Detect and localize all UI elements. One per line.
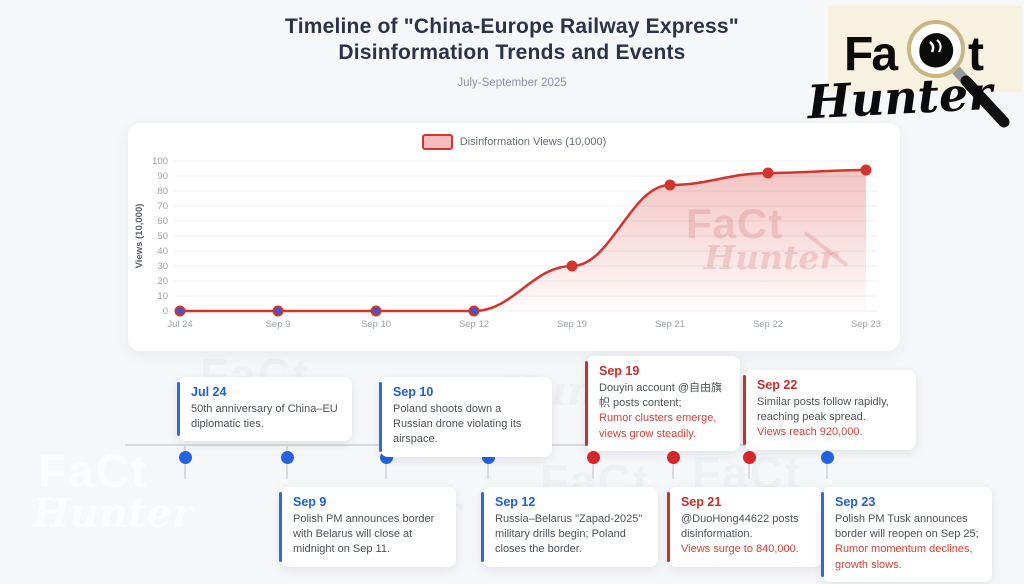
event-text: @DuoHong44622 posts disinformation.	[681, 513, 799, 541]
magnifier-handle-icon	[960, 75, 1010, 128]
svg-text:60: 60	[157, 216, 168, 227]
logo-text-t: t	[968, 28, 984, 81]
svg-text:70: 70	[157, 201, 168, 212]
svg-text:Sep 22: Sep 22	[753, 319, 783, 330]
svg-text:50: 50	[157, 231, 168, 242]
event-highlight: Views surge to 840,000.	[681, 543, 799, 556]
timeline-dot-sep-19	[587, 451, 600, 464]
event-card-sep-12: Sep 12 Russia–Belarus "Zapad-2025" milit…	[481, 487, 658, 567]
event-highlight: Views reach 920,000.	[757, 426, 863, 439]
timeline-dot-sep-9	[281, 451, 294, 464]
legend-label[interactable]: Disinformation Views (10,000)	[459, 136, 607, 148]
page-title-line2: Disinformation Trends and Events	[338, 41, 686, 65]
svg-text:Views (10,000): Views (10,000)	[134, 204, 145, 269]
svg-text:30: 30	[157, 261, 168, 272]
fact-hunter-logo: Fa t Hunter	[804, 4, 1022, 130]
svg-text:0: 0	[163, 306, 168, 317]
svg-text:10: 10	[157, 291, 168, 302]
svg-text:Sep 12: Sep 12	[459, 319, 489, 330]
event-date: Jul 24	[191, 385, 227, 399]
svg-text:80: 80	[157, 186, 168, 197]
svg-text:40: 40	[157, 246, 168, 257]
event-text: Polish PM Tusk announces border will reo…	[835, 513, 979, 541]
logo-text-hunter: Hunter	[806, 66, 997, 130]
chart-legend[interactable]: Disinformation Views (10,000)	[128, 134, 900, 150]
timeline-dot-sep-21	[667, 451, 680, 464]
timeline-dot-sep-22	[743, 451, 756, 464]
logo-text-fa: Fa	[844, 28, 898, 81]
svg-text:Sep 23: Sep 23	[851, 319, 881, 330]
watermark-fact-hunter: FaCt Hunter	[32, 445, 193, 537]
legend-swatch-icon[interactable]	[421, 134, 453, 150]
page-header: Timeline of "China-Europe Railway Expres…	[0, 14, 1024, 89]
svg-text:Jul 24: Jul 24	[167, 319, 192, 330]
svg-text:Sep 10: Sep 10	[361, 319, 391, 330]
magnifier-blob-icon	[919, 33, 954, 68]
event-card-sep-9: Sep 9 Polish PM announces border with Be…	[279, 487, 456, 567]
event-date: Sep 10	[393, 385, 434, 399]
area-chart[interactable]: 0 10 20 30 40 50 60 70 80 90 100 Jul 24 Sep 9 Sep 10 S…	[128, 123, 900, 351]
event-text: Russia–Belarus "Zapad-2025" military dri…	[495, 513, 643, 556]
svg-text:100: 100	[152, 156, 168, 167]
event-date: Sep 22	[757, 378, 798, 392]
event-card-sep-10: Sep 10 Poland shoots down a Russian dron…	[379, 377, 552, 457]
event-card-sep-23: Sep 23 Polish PM Tusk announces border w…	[821, 487, 992, 582]
svg-text:Sep 21: Sep 21	[655, 319, 685, 330]
event-card-jul-24: Jul 24 50th anniversary of China–EU dipl…	[177, 377, 352, 442]
event-date: Sep 21	[681, 495, 722, 509]
trend-chart-panel: Disinformation Views (10,000) 0 10 20 30 40 5…	[128, 123, 900, 351]
svg-text:20: 20	[157, 276, 168, 287]
svg-text:Sep 9: Sep 9	[266, 319, 291, 330]
page-subtitle: July-September 2025	[457, 76, 567, 89]
event-date: Sep 12	[495, 495, 536, 509]
timeline-dot-sep-23	[821, 451, 834, 464]
event-text: Similar posts follow rapidly, reaching p…	[757, 396, 889, 424]
svg-text:90: 90	[157, 171, 168, 182]
event-highlight: Rumor momentum declines, growth slows.	[835, 543, 973, 571]
event-date: Sep 23	[835, 495, 876, 509]
chart-plot-area[interactable]: 0 10 20 30 40 50 60 70 80 90 100 Jul 24 Sep 9 Sep 10 S…	[128, 123, 900, 351]
page-title-line1: Timeline of "China-Europe Railway Expres…	[285, 15, 739, 38]
event-text: Douyin account @自由旗帜 posts content;	[599, 382, 723, 410]
svg-text:Sep 19: Sep 19	[557, 319, 587, 330]
event-text: Poland shoots down a Russian drone viola…	[393, 403, 522, 446]
timeline-dot-jul-24	[179, 451, 192, 464]
event-highlight: Rumor clusters emerge, views grow steadi…	[599, 412, 717, 440]
fact-hunter-logo-graphic: Fa t Hunter	[804, 6, 1022, 130]
event-card-sep-21: Sep 21 @DuoHong44622 posts disinformatio…	[667, 487, 822, 567]
event-text: Polish PM announces border with Belarus …	[293, 513, 435, 556]
event-card-sep-22: Sep 22 Similar posts follow rapidly, rea…	[743, 370, 916, 450]
event-date: Sep 9	[293, 495, 327, 509]
event-date: Sep 19	[599, 364, 640, 378]
event-card-sep-19: Sep 19 Douyin account @自由旗帜 posts conten…	[585, 356, 740, 451]
event-text: 50th anniversary of China–EU diplomatic …	[191, 403, 338, 431]
